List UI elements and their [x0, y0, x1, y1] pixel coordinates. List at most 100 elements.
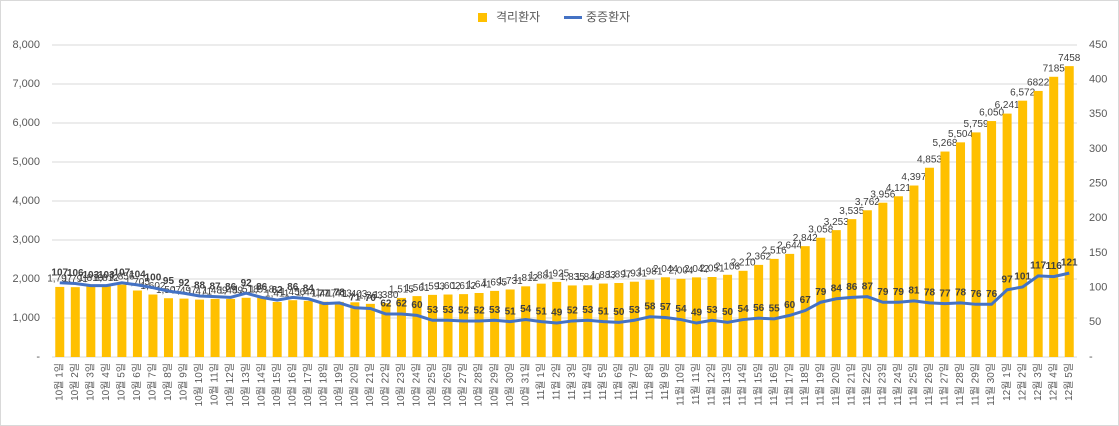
- y-tick-label: 6,000: [12, 117, 40, 129]
- bar-label: 1,489: [203, 286, 228, 297]
- bar-label: 1,471: [187, 286, 212, 297]
- bar: [459, 294, 469, 357]
- y2-tick-label: 450: [1089, 39, 1107, 51]
- y-tick-label: 1,000: [12, 312, 40, 324]
- line-label: 107: [114, 267, 131, 278]
- line-label: 107: [51, 267, 68, 278]
- line-label: 58: [644, 301, 656, 312]
- line-label: 67: [800, 295, 812, 306]
- bar: [334, 301, 344, 357]
- bar: [350, 302, 360, 357]
- line: [59, 271, 1070, 325]
- x-tick-label: 11월 3일: [566, 363, 578, 400]
- line-label: 86: [287, 282, 299, 293]
- line-label: 62: [396, 299, 408, 310]
- bar-label: 3,535: [839, 206, 864, 217]
- x-tick-label: 11월 2일: [550, 363, 562, 400]
- bar: [676, 278, 686, 357]
- bar-label: 1,497: [171, 285, 196, 296]
- x-tick-label: 11월 16일: [768, 363, 780, 406]
- x-tick-label: 11월 10일: [675, 363, 687, 406]
- line-label: 97: [1002, 274, 1014, 285]
- bar-label: 1,810: [78, 273, 103, 284]
- bar-label: 1,441: [296, 287, 321, 298]
- bar: [692, 277, 702, 357]
- y2-tick-label: 50: [1089, 316, 1101, 328]
- legend-label: 중증환자: [586, 10, 630, 24]
- bar-label: 1,641: [467, 280, 492, 291]
- line-label: 52: [567, 306, 579, 317]
- bar: [365, 303, 375, 357]
- bar: [847, 219, 857, 357]
- line-label: 86: [256, 282, 268, 293]
- bar: [505, 289, 515, 357]
- bar-label: 1,518: [234, 284, 259, 295]
- line-label: 82: [272, 285, 284, 296]
- bar: [614, 283, 624, 357]
- bar: [987, 121, 997, 357]
- line-label: 78: [334, 288, 346, 299]
- bar: [893, 196, 903, 357]
- x-tick-label: 11월 30일: [985, 363, 997, 406]
- line-label: 92: [241, 278, 253, 289]
- bar: [707, 277, 717, 357]
- x-tick-label: 10월 22일: [380, 363, 392, 406]
- bar: [132, 290, 142, 357]
- bar: [723, 274, 733, 357]
- x-tick-label: 10월 27일: [457, 363, 469, 406]
- line-label: 86: [225, 282, 237, 293]
- line-label: 70: [365, 293, 377, 304]
- x-tick-label: 11월 19일: [814, 363, 826, 406]
- bar: [303, 300, 313, 357]
- line-label: 79: [815, 287, 827, 298]
- bar: [940, 151, 950, 357]
- bar: [396, 297, 406, 357]
- bar: [272, 301, 282, 357]
- bar-label: 1,561: [404, 283, 429, 294]
- bar: [552, 281, 562, 357]
- line-label: 62: [380, 299, 392, 310]
- bar-label: 1,981: [637, 266, 662, 277]
- x-tick-label: 11월 29일: [970, 363, 982, 406]
- line-label: 53: [706, 305, 718, 316]
- bar: [163, 298, 173, 357]
- bar-label: 1,363: [358, 290, 383, 301]
- bar: [241, 297, 251, 357]
- bar-label: 4,397: [901, 172, 926, 183]
- bar-label: 6,241: [995, 100, 1020, 111]
- x-tick-label: 10월 23일: [395, 363, 407, 406]
- y-tick-label: -: [36, 351, 40, 363]
- line-label: 103: [82, 270, 99, 281]
- line-label: 87: [862, 281, 874, 292]
- bar-label: 1,812: [513, 273, 538, 284]
- line-label: 79: [877, 287, 889, 298]
- bar: [490, 290, 500, 357]
- x-tick-label: 10월 10일: [193, 363, 205, 406]
- bar: [1002, 113, 1012, 357]
- x-tick-label: 11월 14일: [737, 363, 749, 406]
- bar: [474, 293, 484, 357]
- x-tick-label: 10월 19일: [333, 363, 345, 406]
- line-label: 84: [831, 283, 843, 294]
- x-tick-label: 11월 8일: [644, 363, 656, 400]
- x-tick-label: 10월 25일: [426, 363, 438, 406]
- line-label: 52: [474, 306, 486, 317]
- line-label: 53: [489, 305, 501, 316]
- x-tick-label: 11월 20일: [830, 363, 842, 406]
- bar: [101, 286, 111, 357]
- bar-label: 2,842: [793, 233, 818, 244]
- bar-label: 2,108: [715, 261, 740, 272]
- line-label: 49: [551, 308, 563, 319]
- x-tick-label: 10월 29일: [488, 363, 500, 406]
- line-label: 78: [924, 288, 936, 299]
- line-label: 104: [129, 270, 146, 281]
- x-tick-label: 12월 4일: [1047, 363, 1059, 401]
- line-label: 53: [442, 305, 454, 316]
- x-tick-label: 10월 20일: [348, 363, 360, 406]
- bar-label: 3,762: [855, 197, 880, 208]
- bar: [521, 286, 531, 357]
- line-label: 60: [411, 300, 423, 311]
- bar-label: 1,897: [606, 270, 631, 281]
- y-tick-label: 7,000: [12, 78, 40, 90]
